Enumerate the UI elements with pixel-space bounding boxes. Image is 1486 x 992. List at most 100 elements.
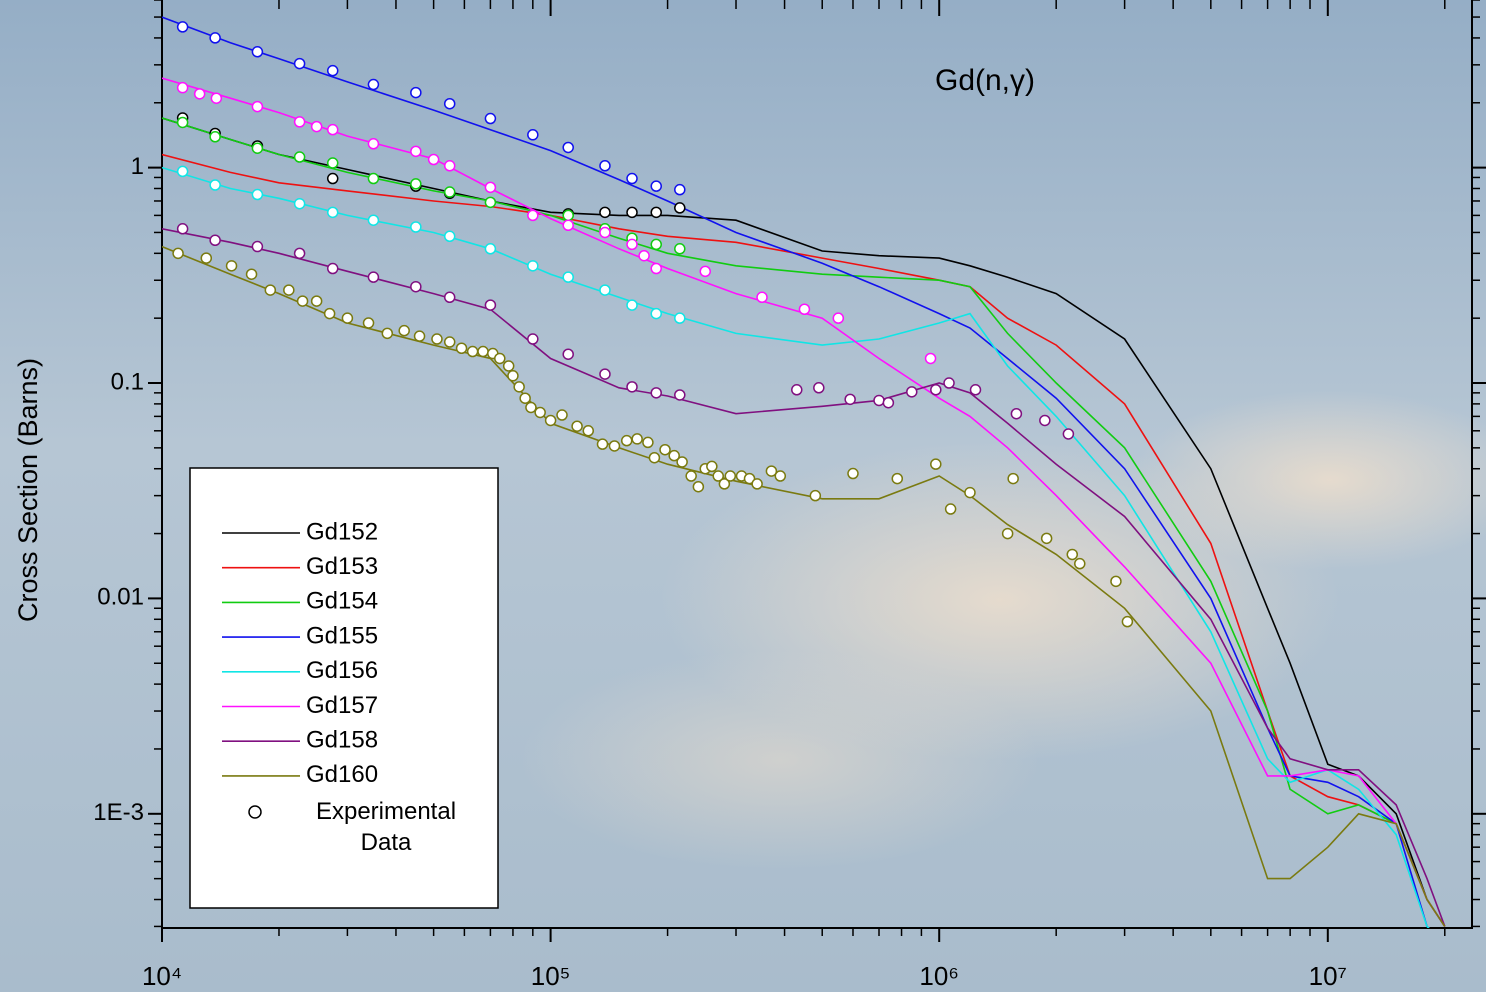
experimental-point <box>328 158 338 168</box>
experimental-point <box>848 469 858 479</box>
experimental-point <box>411 282 421 292</box>
experimental-point <box>382 328 392 338</box>
experimental-point <box>651 264 661 274</box>
experimental-point <box>583 426 593 436</box>
experimental-point <box>415 331 425 341</box>
experimental-point <box>874 395 884 405</box>
experimental-point <box>600 369 610 379</box>
x-tick-label: 10⁵ <box>531 961 571 991</box>
legend-label: Gd152 <box>306 518 378 545</box>
experimental-point <box>173 248 183 258</box>
experimental-point <box>926 353 936 363</box>
experimental-point <box>210 33 220 43</box>
experimental-point <box>627 239 637 249</box>
experimental-point <box>775 471 785 481</box>
experimental-point <box>627 174 637 184</box>
experimental-point <box>328 125 338 135</box>
experimental-point <box>799 304 809 314</box>
legend-marker <box>249 806 261 818</box>
experimental-point <box>752 479 762 489</box>
experimental-point <box>946 504 956 514</box>
experimental-point <box>700 266 710 276</box>
experimental-point <box>295 59 305 69</box>
experimental-point <box>526 402 536 412</box>
experimental-point <box>298 296 308 306</box>
experimental-point <box>600 285 610 295</box>
experimental-point <box>1040 415 1050 425</box>
experimental-point <box>295 248 305 258</box>
experimental-point <box>445 337 455 347</box>
experimental-point <box>931 459 941 469</box>
experimental-point <box>1003 529 1013 539</box>
experimental-point <box>622 436 632 446</box>
experimental-point <box>792 385 802 395</box>
y-axis-label: Cross Section (Barns) <box>13 358 43 622</box>
experimental-point <box>563 272 573 282</box>
legend-label: Gd158 <box>306 727 378 754</box>
experimental-point <box>814 383 824 393</box>
experimental-point <box>810 491 820 501</box>
experimental-point <box>445 231 455 241</box>
experimental-point <box>686 471 696 481</box>
experimental-point <box>693 482 703 492</box>
experimental-point <box>411 222 421 232</box>
experimental-point <box>325 309 335 319</box>
experimental-point <box>252 102 262 112</box>
experimental-point <box>597 439 607 449</box>
experimental-point <box>295 117 305 127</box>
experimental-point <box>445 187 455 197</box>
experimental-point <box>643 437 653 447</box>
experimental-point <box>1008 474 1018 484</box>
legend-label: Gd153 <box>306 553 378 580</box>
experimental-point <box>178 117 188 127</box>
experimental-point <box>563 210 573 220</box>
experimental-point <box>195 89 205 99</box>
experimental-point <box>508 371 518 381</box>
experimental-point <box>649 453 659 463</box>
chart: Gd(n,γ) Cross Section (Barns) 10⁴10⁵10⁶1… <box>0 0 1486 992</box>
experimental-point <box>227 261 237 271</box>
experimental-point <box>429 155 439 165</box>
experimental-point <box>528 210 538 220</box>
experimental-point <box>252 47 262 57</box>
experimental-point <box>312 296 322 306</box>
experimental-point <box>1075 559 1085 569</box>
experimental-point <box>675 313 685 323</box>
experimental-point <box>563 349 573 359</box>
experimental-point <box>965 488 975 498</box>
experimental-point <box>600 161 610 171</box>
experimental-point <box>478 347 488 357</box>
experimental-point <box>528 130 538 140</box>
experimental-point <box>944 378 954 388</box>
experimental-point <box>295 152 305 162</box>
experimental-point <box>368 139 378 149</box>
experimental-point <box>485 114 495 124</box>
experimental-point <box>210 235 220 245</box>
experimental-point <box>411 88 421 98</box>
cloud <box>520 650 1040 870</box>
y-tick-label: 0.01 <box>97 584 144 611</box>
experimental-point <box>457 343 467 353</box>
experimental-point <box>627 382 637 392</box>
experimental-point <box>178 224 188 234</box>
legend-label: Gd156 <box>306 657 378 684</box>
experimental-point <box>1011 409 1021 419</box>
experimental-point <box>1122 617 1132 627</box>
experimental-point <box>201 253 211 263</box>
experimental-point <box>725 471 735 481</box>
experimental-point <box>535 407 545 417</box>
experimental-point <box>675 185 685 195</box>
experimental-point <box>707 461 717 471</box>
experimental-point <box>284 285 294 295</box>
experimental-point <box>528 334 538 344</box>
experimental-point <box>178 166 188 176</box>
experimental-point <box>295 199 305 209</box>
legend-label: Experimental Data <box>300 796 472 858</box>
experimental-point <box>1111 576 1121 586</box>
experimental-point <box>485 300 495 310</box>
experimental-point <box>600 227 610 237</box>
experimental-point <box>252 143 262 153</box>
experimental-point <box>328 264 338 274</box>
legend-label: Gd155 <box>306 622 378 649</box>
experimental-point <box>210 132 220 142</box>
